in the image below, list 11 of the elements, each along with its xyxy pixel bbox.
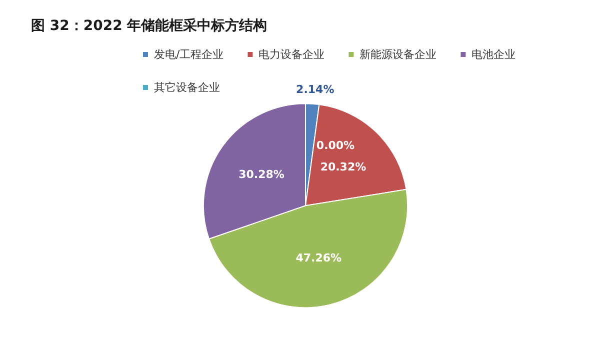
- legend-label: 其它设备企业: [154, 81, 220, 94]
- data-label: 20.32%: [320, 160, 366, 174]
- legend-label: 电力设备企业: [258, 48, 325, 61]
- legend-label: 电池企业: [472, 48, 516, 61]
- data-label: 2.14%: [296, 83, 334, 96]
- chart-title: 图 32：2022 年储能框采中标方结构: [31, 17, 268, 34]
- text: 0.00%: [316, 139, 355, 152]
- legend-label: 新能源设备企业: [360, 48, 437, 61]
- data-label: 47.26%: [296, 252, 342, 265]
- legend-label: 发电/工程企业: [154, 48, 224, 61]
- data-label: 30.28%: [238, 168, 284, 181]
